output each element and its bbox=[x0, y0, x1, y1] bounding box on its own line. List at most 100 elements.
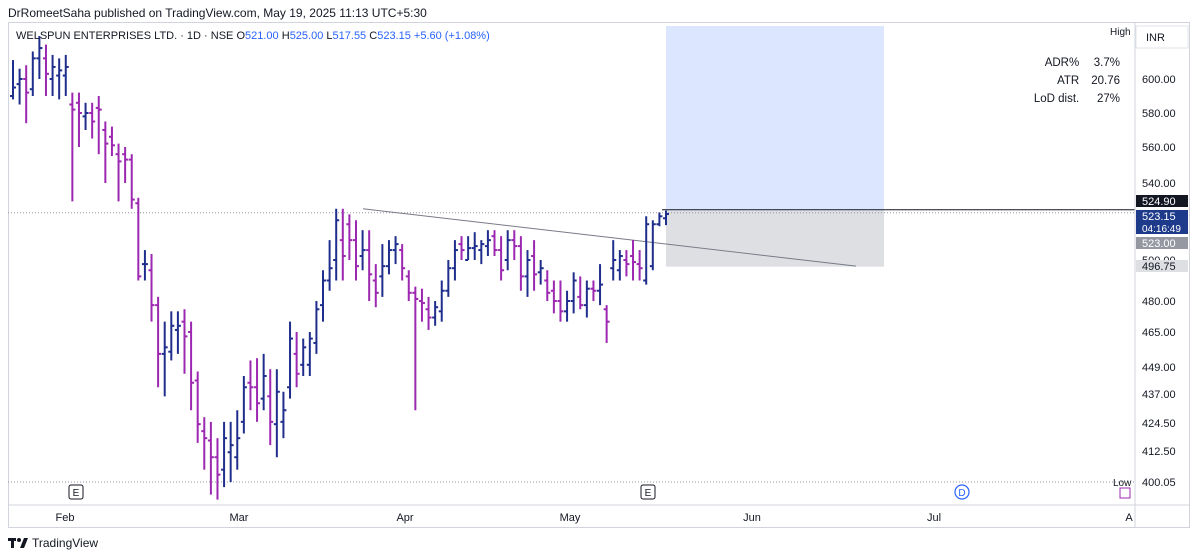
price-tag-label: 496.75 bbox=[1142, 261, 1176, 273]
ohlc-bar bbox=[306, 332, 313, 376]
tradingview-logo[interactable]: TradingView bbox=[8, 536, 98, 550]
ohlc-bar bbox=[62, 54, 69, 96]
open-label: O bbox=[236, 30, 246, 42]
atr-label: ATR bbox=[1057, 75, 1080, 87]
close-value: 523.15 bbox=[377, 30, 411, 42]
y-tick-label: 480.00 bbox=[1142, 296, 1176, 308]
ohlc-bar bbox=[405, 270, 412, 301]
ohlc-bar bbox=[399, 244, 406, 281]
symbol-legend: WELSPUN ENTERPRISES LTD. · 1D · NSE O521… bbox=[16, 30, 490, 42]
ohlc-bar bbox=[69, 92, 76, 202]
dividend-marker-label: D bbox=[958, 488, 965, 499]
ohlc-bar bbox=[141, 250, 148, 281]
y-tick-label: 412.50 bbox=[1142, 446, 1176, 458]
ohlc-bar bbox=[188, 321, 195, 411]
high-marker-label: High bbox=[1110, 27, 1131, 38]
ohlc-bar bbox=[155, 296, 162, 388]
earnings-marker-label: E bbox=[645, 488, 652, 499]
ohlc-bar bbox=[616, 250, 623, 281]
ohlc-bar bbox=[254, 358, 261, 422]
ohlc-bar bbox=[280, 391, 287, 439]
ohlc-bar bbox=[135, 197, 142, 281]
high-value: 525.00 bbox=[289, 30, 324, 42]
ohlc-bar bbox=[610, 240, 617, 281]
ohlc-bar bbox=[366, 230, 373, 301]
ohlc-bar bbox=[234, 410, 241, 470]
ohlc-bar bbox=[95, 96, 102, 155]
ohlc-bar bbox=[583, 280, 590, 318]
ohlc-bar bbox=[339, 208, 346, 281]
dividend-marker-circle bbox=[954, 484, 970, 500]
ohlc-bar bbox=[550, 280, 557, 314]
price-tag-bg bbox=[1136, 237, 1188, 249]
ohlc-bar bbox=[16, 68, 23, 105]
earnings-marker bbox=[1119, 487, 1131, 499]
ohlc-bar bbox=[293, 332, 300, 388]
ohlc-bar bbox=[108, 126, 115, 156]
x-tick-label: Jun bbox=[743, 512, 761, 524]
ohlc-bar bbox=[484, 230, 491, 257]
ohlc-bar bbox=[168, 311, 175, 361]
ohlc-bar bbox=[128, 154, 135, 209]
ohlc-bar bbox=[412, 286, 419, 411]
ohlc-bar bbox=[656, 212, 663, 227]
y-tick-label: 580.00 bbox=[1142, 108, 1176, 120]
ohlc-bar bbox=[432, 301, 439, 326]
ohlc-bar bbox=[75, 92, 82, 147]
y-tick-label: 560.00 bbox=[1142, 142, 1176, 154]
ohlc-bar bbox=[465, 236, 472, 261]
x-tick-label: May bbox=[560, 512, 581, 524]
ohlc-bar bbox=[320, 270, 327, 322]
ohlc-bar bbox=[603, 305, 610, 343]
ohlc-bar bbox=[418, 288, 425, 322]
ohlc-bar bbox=[201, 417, 208, 470]
y-tick-label: 540.00 bbox=[1142, 178, 1176, 190]
ohlc-bar bbox=[649, 220, 656, 271]
y-tick-label: 465.00 bbox=[1142, 327, 1176, 339]
open-value: 521.00 bbox=[245, 30, 279, 42]
ohlc-bar bbox=[115, 143, 122, 202]
ohlc-bar bbox=[471, 232, 478, 260]
ohlc-bar bbox=[643, 216, 650, 285]
ohlc-bar bbox=[194, 371, 201, 443]
lod-value: 27% bbox=[1096, 93, 1120, 105]
symbol-name: WELSPUN ENTERPRISES LTD. · 1D · NSE bbox=[16, 30, 234, 42]
ohlc-bar bbox=[207, 421, 214, 495]
low-marker-label: Low bbox=[1113, 478, 1132, 489]
price-tag-bg bbox=[1136, 210, 1188, 234]
ohlc-bar bbox=[260, 353, 267, 411]
ohlc-bar bbox=[227, 421, 234, 483]
currency-label: INR bbox=[1146, 32, 1165, 44]
ohlc-bar bbox=[181, 309, 188, 374]
close-label: C bbox=[369, 30, 378, 42]
ohlc-bar bbox=[491, 230, 498, 257]
ohlc-bar bbox=[498, 236, 505, 281]
ohlc-bar bbox=[36, 36, 43, 79]
ohlc-bar bbox=[42, 44, 49, 96]
x-tick-label: Feb bbox=[56, 512, 75, 524]
stop-zone bbox=[666, 210, 884, 267]
ohlc-bar bbox=[273, 369, 280, 458]
x-tick-label: Jul bbox=[927, 512, 941, 524]
ohlc-bar bbox=[23, 65, 30, 124]
chart-frame bbox=[8, 22, 1190, 528]
earnings-marker-box bbox=[640, 484, 656, 500]
atr-value: 20.76 bbox=[1091, 75, 1120, 87]
ohlc-bar bbox=[451, 240, 458, 281]
ohlc-bar bbox=[102, 121, 109, 183]
price-tag-label: 524.90 bbox=[1142, 196, 1176, 208]
ohlc-bar bbox=[663, 210, 669, 226]
ohlc-bar bbox=[577, 276, 584, 310]
ohlc-bar bbox=[517, 236, 524, 291]
ohlc-bar bbox=[214, 438, 221, 500]
ohlc-bar bbox=[49, 54, 56, 96]
ohlc-bar bbox=[10, 60, 16, 100]
x-tick-label: Apr bbox=[396, 512, 413, 524]
ohlc-bar bbox=[564, 290, 571, 322]
ohlc-bar bbox=[623, 250, 630, 277]
x-tick-label: A bbox=[1125, 512, 1133, 524]
ohlc-bar bbox=[372, 264, 379, 308]
earnings-marker-label: E bbox=[73, 488, 80, 499]
ohlc-bar bbox=[379, 244, 386, 297]
